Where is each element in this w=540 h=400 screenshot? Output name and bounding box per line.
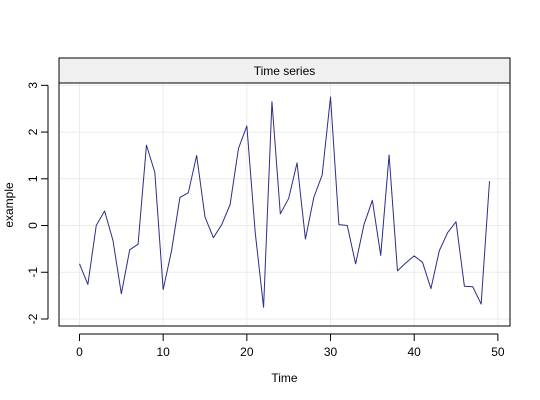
y-axis-label: example <box>2 182 16 228</box>
y-tick-label: 1 <box>26 175 40 182</box>
x-tick-label: 30 <box>324 345 338 359</box>
x-tick-label: 50 <box>491 345 505 359</box>
x-tick-label: 20 <box>240 345 254 359</box>
strip-header <box>58 57 511 84</box>
x-tick-label: 0 <box>76 345 83 359</box>
y-tick-label: -2 <box>26 313 40 324</box>
x-tick-label: 10 <box>156 345 170 359</box>
y-tick-label: -1 <box>26 267 40 278</box>
series-line-group <box>79 96 490 308</box>
y-tick-label: 0 <box>26 222 40 229</box>
chart-title: Time series <box>254 64 316 78</box>
x-tick-label: 40 <box>408 345 422 359</box>
plot-panel <box>59 83 510 326</box>
y-tick-label: 2 <box>26 128 40 135</box>
x-axis-label: Time <box>271 371 298 385</box>
grid-lines <box>59 83 510 326</box>
y-tick-label: 3 <box>26 82 40 89</box>
axes: 0 10 20 30 40 50 -2 -1 0 1 2 3 <box>26 82 505 359</box>
series-line <box>79 96 490 308</box>
